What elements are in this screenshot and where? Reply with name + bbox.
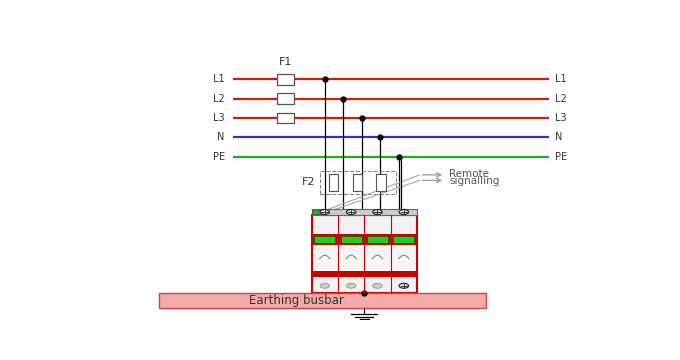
- Text: PE: PE: [555, 152, 567, 162]
- Text: signalling: signalling: [449, 176, 500, 186]
- Text: L1: L1: [555, 74, 566, 84]
- Text: PE: PE: [213, 152, 224, 162]
- Bar: [377, 175, 386, 190]
- Text: L1: L1: [213, 74, 224, 84]
- Bar: [353, 175, 362, 190]
- Bar: [392, 244, 416, 271]
- Bar: [314, 236, 335, 243]
- Bar: [277, 74, 294, 85]
- Bar: [329, 175, 339, 190]
- Bar: [339, 244, 363, 271]
- Bar: [341, 236, 362, 243]
- Bar: [311, 209, 417, 215]
- Circle shape: [346, 210, 356, 215]
- Bar: [367, 236, 388, 243]
- Bar: [311, 215, 417, 293]
- Bar: [277, 113, 294, 123]
- Bar: [158, 293, 486, 308]
- Text: F1: F1: [279, 57, 292, 67]
- Text: L2: L2: [555, 94, 567, 104]
- Bar: [393, 236, 414, 243]
- Bar: [313, 244, 337, 271]
- Text: Earthing busbar: Earthing busbar: [249, 294, 343, 307]
- Text: L3: L3: [213, 113, 224, 123]
- Bar: [365, 244, 390, 271]
- Circle shape: [320, 283, 330, 288]
- Circle shape: [399, 283, 409, 288]
- Text: N: N: [218, 132, 224, 143]
- Text: Remote: Remote: [449, 169, 489, 179]
- Circle shape: [373, 210, 382, 215]
- Circle shape: [346, 283, 356, 288]
- Bar: [311, 210, 323, 214]
- Bar: [311, 271, 417, 277]
- Text: F2: F2: [302, 177, 316, 188]
- Text: L3: L3: [555, 113, 566, 123]
- Text: N: N: [555, 132, 562, 143]
- Circle shape: [320, 210, 330, 215]
- Bar: [320, 171, 396, 194]
- Text: L2: L2: [213, 94, 224, 104]
- Circle shape: [373, 283, 382, 288]
- Bar: [311, 234, 417, 244]
- Circle shape: [399, 210, 409, 215]
- Bar: [277, 93, 294, 104]
